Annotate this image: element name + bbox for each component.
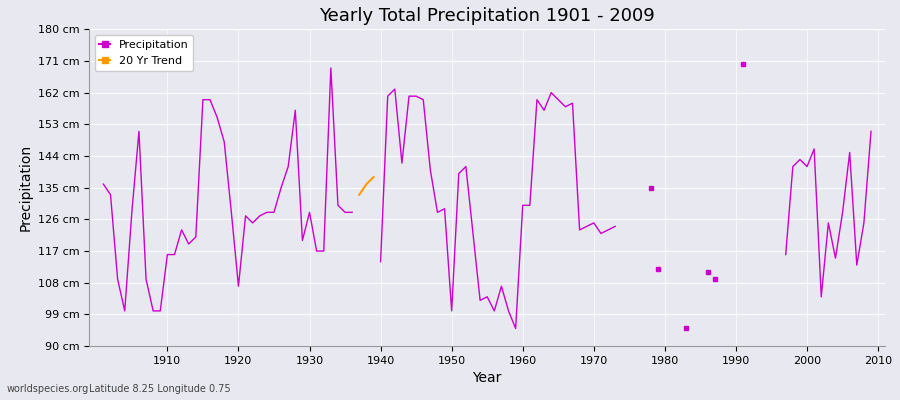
Y-axis label: Precipitation: Precipitation (18, 144, 32, 231)
Text: worldspecies.org: worldspecies.org (7, 384, 89, 394)
Legend: Precipitation, 20 Yr Trend: Precipitation, 20 Yr Trend (94, 35, 194, 71)
Text: Latitude 8.25 Longitude 0.75: Latitude 8.25 Longitude 0.75 (89, 384, 230, 394)
Title: Yearly Total Precipitation 1901 - 2009: Yearly Total Precipitation 1901 - 2009 (320, 7, 655, 25)
X-axis label: Year: Year (472, 371, 502, 385)
